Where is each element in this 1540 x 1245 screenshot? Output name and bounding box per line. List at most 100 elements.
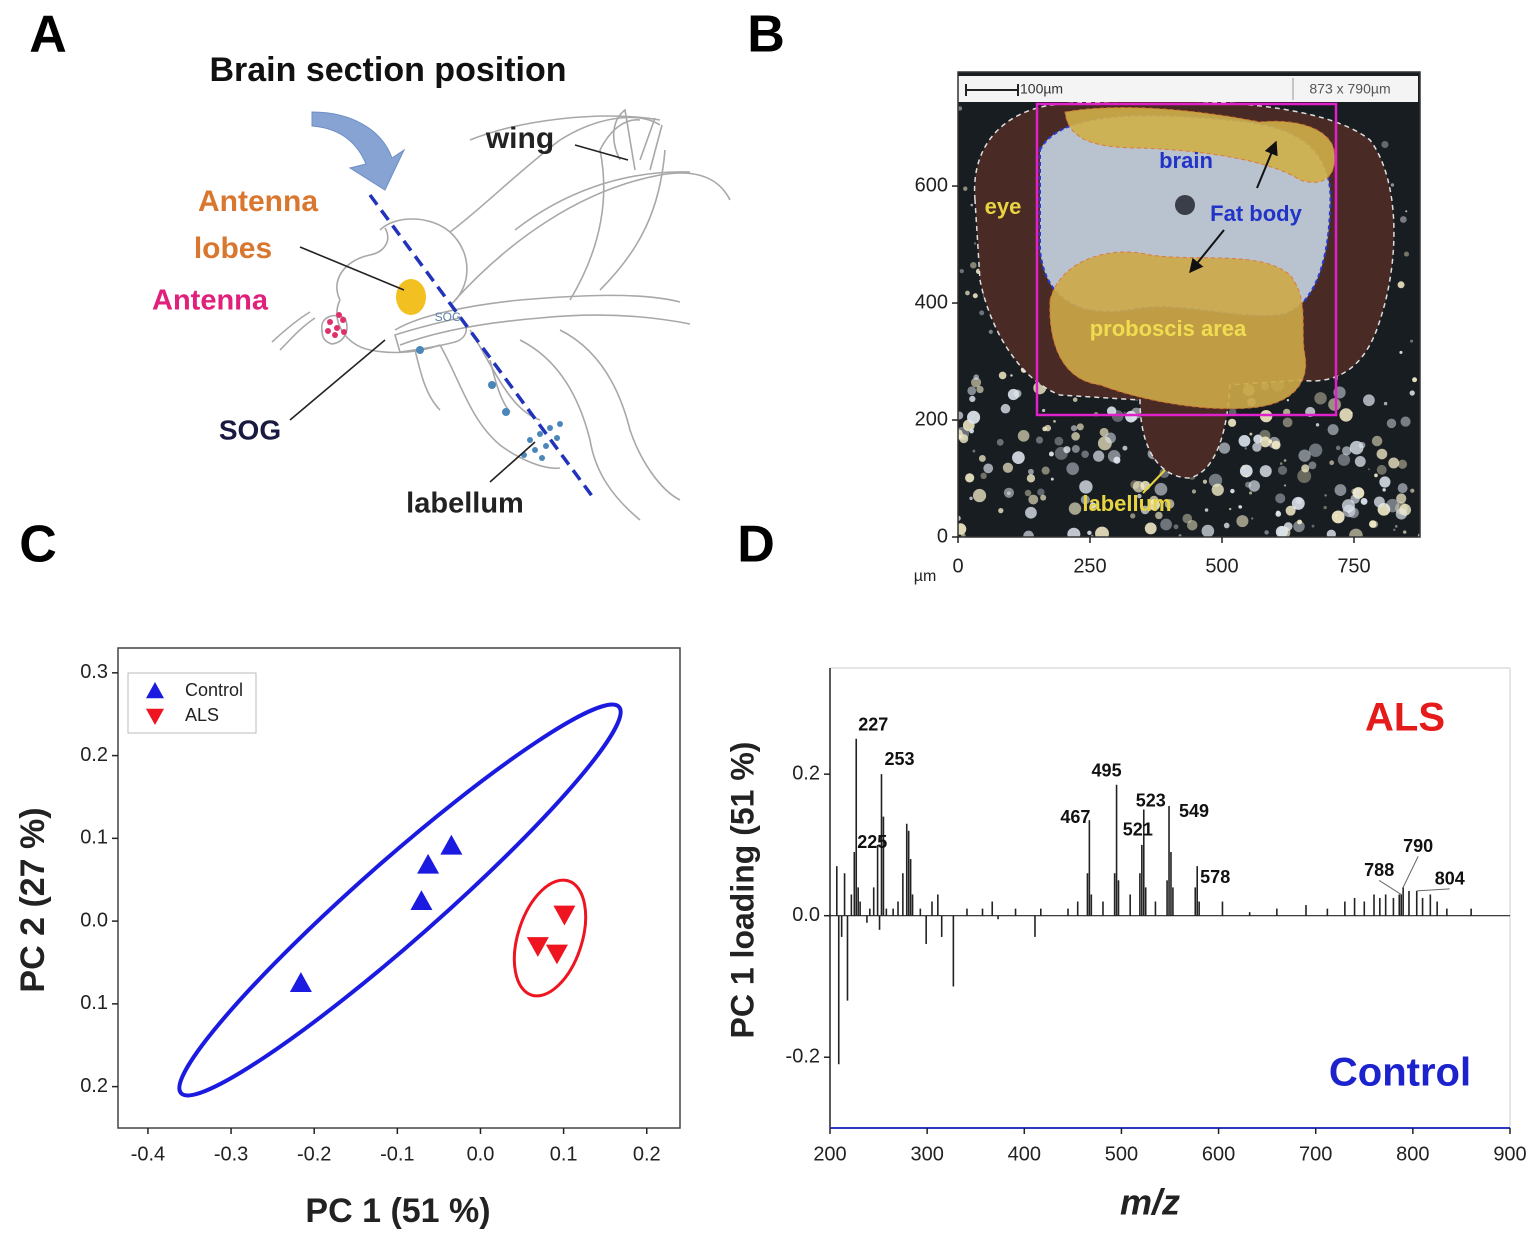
- label-antenna: Antenna: [152, 285, 269, 317]
- speckle: [1218, 442, 1231, 454]
- speckle: [1186, 519, 1198, 531]
- speckle: [1191, 489, 1197, 494]
- speckle: [1137, 493, 1142, 499]
- speckle: [1301, 464, 1310, 473]
- speckle: [969, 428, 974, 434]
- speckle: [1314, 392, 1327, 405]
- speckle: [1355, 489, 1361, 494]
- x-tick-label: -0.3: [214, 1143, 248, 1165]
- speckle: [1376, 464, 1387, 475]
- label-sog: SOG: [219, 414, 281, 445]
- region-label: eye: [985, 194, 1022, 219]
- speckle: [1399, 350, 1403, 354]
- speckle: [1341, 499, 1355, 513]
- speckle: [959, 434, 969, 444]
- speckle: [1230, 488, 1235, 494]
- speckle: [1063, 446, 1071, 454]
- section-line: [368, 193, 597, 502]
- speckle: [1037, 488, 1045, 496]
- x-tick-label: 400: [1008, 1143, 1041, 1165]
- size-label: 873 x 790µm: [1309, 81, 1390, 97]
- x-tick-label: 0: [952, 555, 963, 577]
- speckle: [967, 410, 981, 424]
- speckle: [1012, 451, 1025, 465]
- speckle: [972, 449, 976, 453]
- speckle: [998, 371, 1007, 380]
- speckle: [1095, 526, 1109, 537]
- speckle: [1382, 488, 1386, 492]
- peak-label: 227: [858, 715, 888, 735]
- speckle: [967, 386, 977, 396]
- speckle: [1025, 506, 1037, 519]
- speckle: [1334, 484, 1347, 496]
- legend-box: [127, 672, 257, 734]
- speckle: [1379, 476, 1391, 488]
- annotation-leader: [1402, 856, 1419, 888]
- speckle: [969, 395, 976, 403]
- speckle: [1093, 450, 1105, 462]
- speckle: [965, 473, 975, 483]
- speckle: [1259, 465, 1272, 478]
- panel-letter: D: [737, 516, 775, 574]
- speckle: [1315, 423, 1320, 427]
- group-label: Control: [1329, 1051, 1471, 1095]
- speckle: [1066, 462, 1079, 475]
- x-tick-label: 0.0: [467, 1143, 495, 1165]
- speckle: [1360, 497, 1368, 505]
- y-tick-label: 0.2: [792, 762, 820, 784]
- speckle: [1081, 450, 1089, 459]
- speckle: [1331, 510, 1345, 524]
- speckle: [1324, 494, 1327, 497]
- speckle: [1155, 511, 1163, 520]
- speckle: [1275, 525, 1288, 537]
- speckle: [1410, 488, 1415, 493]
- x-tick-label: -0.1: [380, 1143, 414, 1165]
- x-tick-label: 0.1: [550, 1143, 578, 1165]
- peak-label: 225: [857, 832, 887, 852]
- peak-label: 790: [1403, 836, 1433, 856]
- section-arrow: [311, 111, 406, 191]
- speckle: [1071, 432, 1080, 441]
- peak-label: 549: [1179, 801, 1209, 821]
- speckle: [1248, 491, 1253, 495]
- speckle: [1339, 408, 1353, 422]
- speckle: [1308, 461, 1317, 470]
- speckle: [1363, 394, 1375, 407]
- speckle: [979, 310, 985, 316]
- speckle: [1275, 493, 1286, 504]
- data-point: [553, 905, 576, 926]
- speckle: [1275, 511, 1282, 517]
- speckle: [1054, 446, 1068, 460]
- speckle: [1298, 449, 1311, 462]
- speckle: [978, 455, 986, 462]
- speckle: [1335, 445, 1341, 451]
- micrograph: [958, 72, 1420, 537]
- region-label: Fat body: [1210, 201, 1302, 226]
- speckle: [1374, 473, 1378, 478]
- data-point: [545, 944, 568, 965]
- speckle: [1070, 425, 1078, 432]
- label-antenna-lobes: Antenna: [198, 185, 318, 218]
- speckle: [1297, 469, 1312, 484]
- speckle: [1264, 530, 1269, 535]
- speckle: [1323, 505, 1327, 510]
- legend-marker: [146, 682, 164, 699]
- speckle: [1286, 399, 1290, 402]
- peak-label: 495: [1092, 761, 1122, 781]
- speckle: [1071, 444, 1080, 453]
- speckle: [1381, 140, 1389, 149]
- speckle: [1154, 482, 1168, 496]
- speckle: [1087, 530, 1092, 536]
- speckle: [1002, 462, 1014, 473]
- x-tick-label: -0.4: [131, 1143, 165, 1165]
- speckle: [1410, 339, 1414, 343]
- speckle: [1106, 406, 1117, 416]
- antenna-lobe: [396, 279, 426, 315]
- speckle: [1405, 210, 1408, 213]
- plot-frame: [117, 647, 681, 1129]
- data-point: [410, 890, 433, 911]
- x-tick-label: -0.2: [297, 1143, 331, 1165]
- y-tick-label: 200: [915, 408, 948, 430]
- speckle: [1295, 497, 1303, 505]
- speckle: [1140, 505, 1150, 515]
